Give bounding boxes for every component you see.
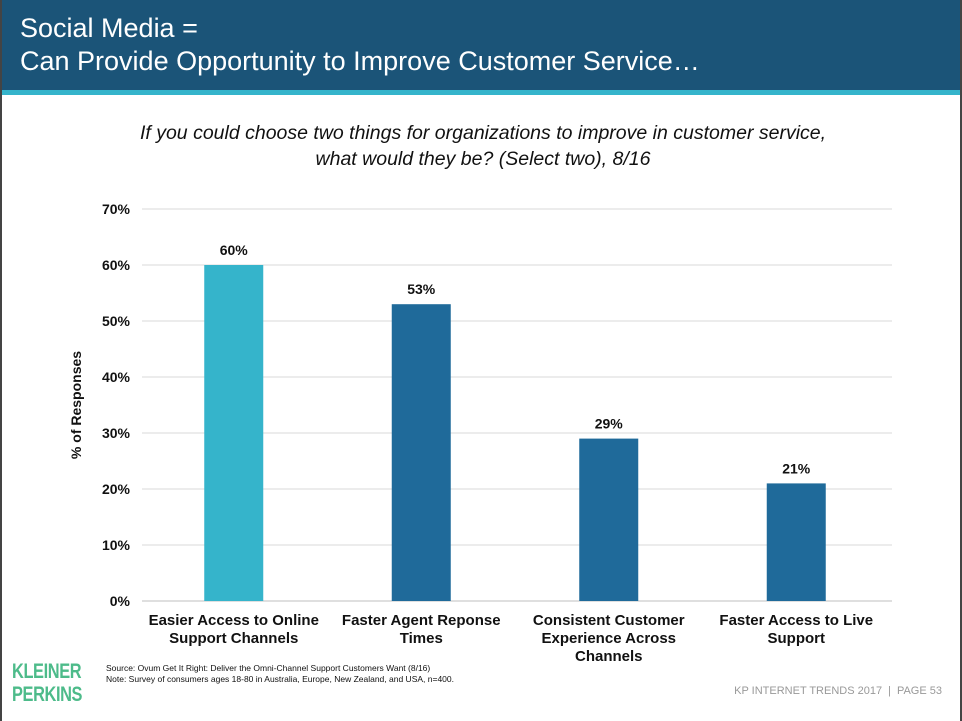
y-tick-label: 60% bbox=[102, 257, 131, 273]
data-label: 29% bbox=[595, 416, 624, 432]
page-info: KP INTERNET TRENDS 2017 | PAGE 53 bbox=[734, 685, 942, 697]
data-label: 53% bbox=[407, 281, 436, 297]
x-category-label: Easier Access to Online bbox=[149, 612, 319, 629]
x-category-label: Consistent Customer bbox=[533, 612, 685, 629]
logo-line-2: PERKINS bbox=[12, 683, 83, 706]
y-tick-label: 70% bbox=[102, 201, 131, 217]
y-tick-label: 0% bbox=[110, 593, 131, 609]
accent-strip bbox=[2, 90, 960, 95]
y-tick-label: 50% bbox=[102, 313, 131, 329]
data-label: 21% bbox=[782, 460, 811, 476]
x-category-label: Faster Access to Live bbox=[719, 612, 873, 629]
bar bbox=[204, 265, 264, 601]
y-axis-label: % of Responses bbox=[68, 351, 84, 459]
x-category-label: Support bbox=[768, 630, 826, 647]
x-category-label: Support Channels bbox=[169, 630, 298, 647]
kleiner-perkins-logo: KLEINER PERKINS bbox=[12, 660, 82, 706]
header-bar: Social Media = Can Provide Opportunity t… bbox=[2, 0, 960, 95]
x-category-label: Experience Across bbox=[541, 630, 676, 647]
chart-title-line-2: what would they be? (Select two), 8/16 bbox=[315, 148, 651, 170]
x-category-label: Faster Agent Reponse bbox=[342, 612, 501, 629]
source-note: Source: Ovum Get It Right: Deliver the O… bbox=[106, 663, 454, 685]
y-tick-label: 20% bbox=[102, 481, 131, 497]
bar bbox=[766, 483, 826, 601]
source-text: Source: Ovum Get It Right: Deliver the O… bbox=[106, 663, 431, 673]
data-label: 60% bbox=[220, 242, 249, 258]
bar bbox=[391, 304, 451, 601]
title-line-2: Can Provide Opportunity to Improve Custo… bbox=[20, 46, 700, 76]
y-tick-label: 10% bbox=[102, 537, 131, 553]
chart-title-line-1: If you could choose two things for organ… bbox=[139, 122, 827, 144]
separator: | bbox=[888, 685, 891, 697]
x-category-label: Times bbox=[400, 630, 443, 647]
chart-title: If you could choose two things for organ… bbox=[2, 120, 962, 172]
slide-title: Social Media = Can Provide Opportunity t… bbox=[20, 12, 700, 78]
title-line-1: Social Media = bbox=[20, 13, 198, 43]
page-number: PAGE 53 bbox=[896, 685, 942, 697]
note-text: Note: Survey of consumers ages 18-80 in … bbox=[106, 674, 454, 684]
bar bbox=[579, 438, 639, 601]
y-tick-label: 40% bbox=[102, 369, 131, 385]
x-category-label: Channels bbox=[575, 648, 643, 665]
report-name: KP INTERNET TRENDS 2017 bbox=[734, 685, 883, 697]
logo-line-1: KLEINER bbox=[12, 660, 82, 683]
y-tick-label: 30% bbox=[102, 425, 131, 441]
